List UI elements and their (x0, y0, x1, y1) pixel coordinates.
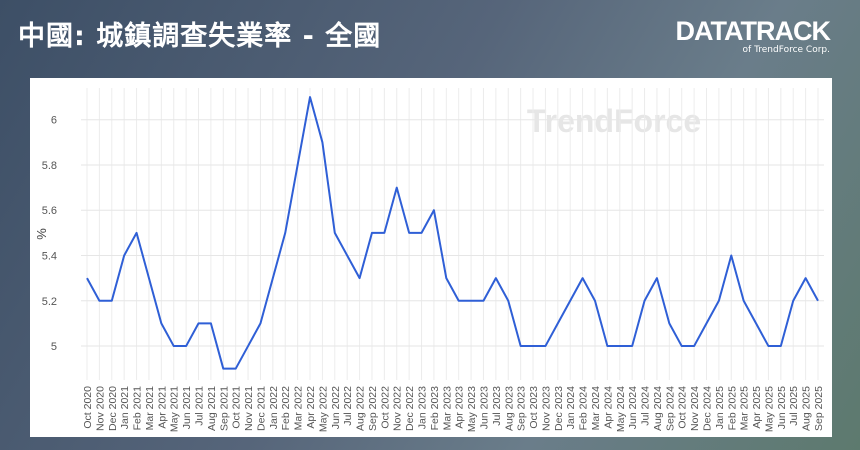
x-tick-label: Dec 2023 (553, 386, 565, 431)
x-tick-label: Oct 2022 (379, 386, 391, 429)
x-tick-label: Jan 2025 (714, 386, 726, 429)
logo-subtext: of TrendForce Corp. (742, 45, 830, 55)
y-tick-label: 6 (51, 115, 57, 127)
x-tick-label: Dec 2022 (404, 386, 416, 431)
x-tick-label: Feb 2024 (578, 386, 590, 431)
x-tick-label: Jun 2023 (478, 386, 490, 429)
x-tick-label: Mar 2021 (144, 386, 156, 431)
x-tick-label: May 2023 (466, 386, 478, 432)
x-tick-label: Oct 2024 (677, 386, 689, 429)
y-tick-label: 5.2 (42, 296, 57, 308)
x-tick-label: Feb 2025 (726, 386, 738, 431)
x-tick-label: Jul 2021 (194, 386, 206, 426)
x-tick-label: Jan 2021 (119, 386, 131, 429)
x-tick-label: Dec 2024 (701, 386, 713, 431)
x-tick-label: Sep 2024 (664, 386, 676, 431)
x-tick-label: Jun 2025 (776, 386, 788, 429)
x-tick-label: May 2022 (317, 386, 329, 432)
x-tick-label: Sep 2023 (516, 386, 528, 431)
x-tick-label: Dec 2021 (255, 386, 267, 431)
chart-panel: TrendForce % 5 5.2 5.4 5.6 5.8 6 Oct 2020 Nov 2… (30, 78, 832, 437)
logo: DATATRACK of TrendForce Corp. (675, 16, 831, 55)
y-tick-label: 5.8 (42, 160, 57, 172)
x-tick-label: Jun 2021 (181, 386, 193, 429)
x-tick-label: Jul 2024 (640, 386, 652, 426)
x-tick-label: Nov 2024 (689, 386, 701, 431)
x-tick-label: Jul 2023 (491, 386, 503, 426)
x-tick-label: Apr 2025 (751, 386, 763, 429)
x-tick-label: Nov 2022 (392, 386, 404, 431)
x-tick-label: Aug 2021 (206, 386, 218, 431)
y-tick-label: 5 (51, 341, 57, 353)
x-tick-label: Mar 2022 (293, 386, 305, 431)
x-tick-label: Sep 2022 (367, 386, 379, 431)
x-tick-label: Jan 2024 (565, 386, 577, 429)
y-tick-label: 5.4 (42, 251, 57, 263)
x-tick-label: Nov 2020 (94, 386, 106, 431)
x-tick-label: Aug 2022 (355, 386, 367, 431)
x-tick-label: Feb 2023 (429, 386, 441, 431)
x-tick-label: Apr 2021 (156, 386, 168, 429)
x-tick-label: Jun 2024 (627, 386, 639, 429)
x-tick-label: Nov 2021 (243, 386, 255, 431)
x-tick-label: Nov 2023 (540, 386, 552, 431)
page-title: 中國: 城鎮調查失業率 - 全國 (18, 21, 382, 52)
x-tick-label: Oct 2021 (231, 386, 243, 429)
data-line (86, 96, 819, 370)
x-tick-label: Apr 2022 (305, 386, 317, 429)
x-tick-label: Dec 2020 (107, 386, 119, 431)
x-tick-label: Sep 2025 (813, 386, 825, 431)
x-tick-label: Mar 2025 (739, 386, 751, 431)
x-tick-label: Jul 2025 (788, 386, 800, 426)
x-tick-label: Jul 2022 (342, 386, 354, 426)
x-tick-label: May 2021 (169, 386, 181, 432)
y-tick-label: 5.6 (42, 205, 57, 217)
x-tick-label: Mar 2023 (441, 386, 453, 431)
x-tick-label: May 2025 (763, 386, 775, 432)
watermark: TrendForce (527, 103, 701, 139)
x-tick-label: Jan 2022 (268, 386, 280, 429)
x-tick-label: Aug 2025 (801, 386, 813, 431)
x-tick-label: Apr 2023 (454, 386, 466, 429)
x-tick-label: Jan 2023 (417, 386, 429, 429)
x-tick-label: Oct 2020 (82, 386, 94, 429)
x-tick-label: Jun 2022 (330, 386, 342, 429)
y-axis-label: % (34, 228, 49, 240)
x-tick-label: May 2024 (615, 386, 627, 432)
x-tick-label: Oct 2023 (528, 386, 540, 429)
x-tick-label: Aug 2023 (503, 386, 515, 431)
x-tick-label: Aug 2024 (652, 386, 664, 431)
x-tick-label: Sep 2021 (218, 386, 230, 431)
x-tick-label: Feb 2022 (280, 386, 292, 431)
x-tick-label: Mar 2024 (590, 386, 602, 431)
x-tick-label: Feb 2021 (132, 386, 144, 431)
logo-text: DATATRACK (675, 16, 831, 46)
x-tick-label: Apr 2024 (602, 386, 614, 429)
